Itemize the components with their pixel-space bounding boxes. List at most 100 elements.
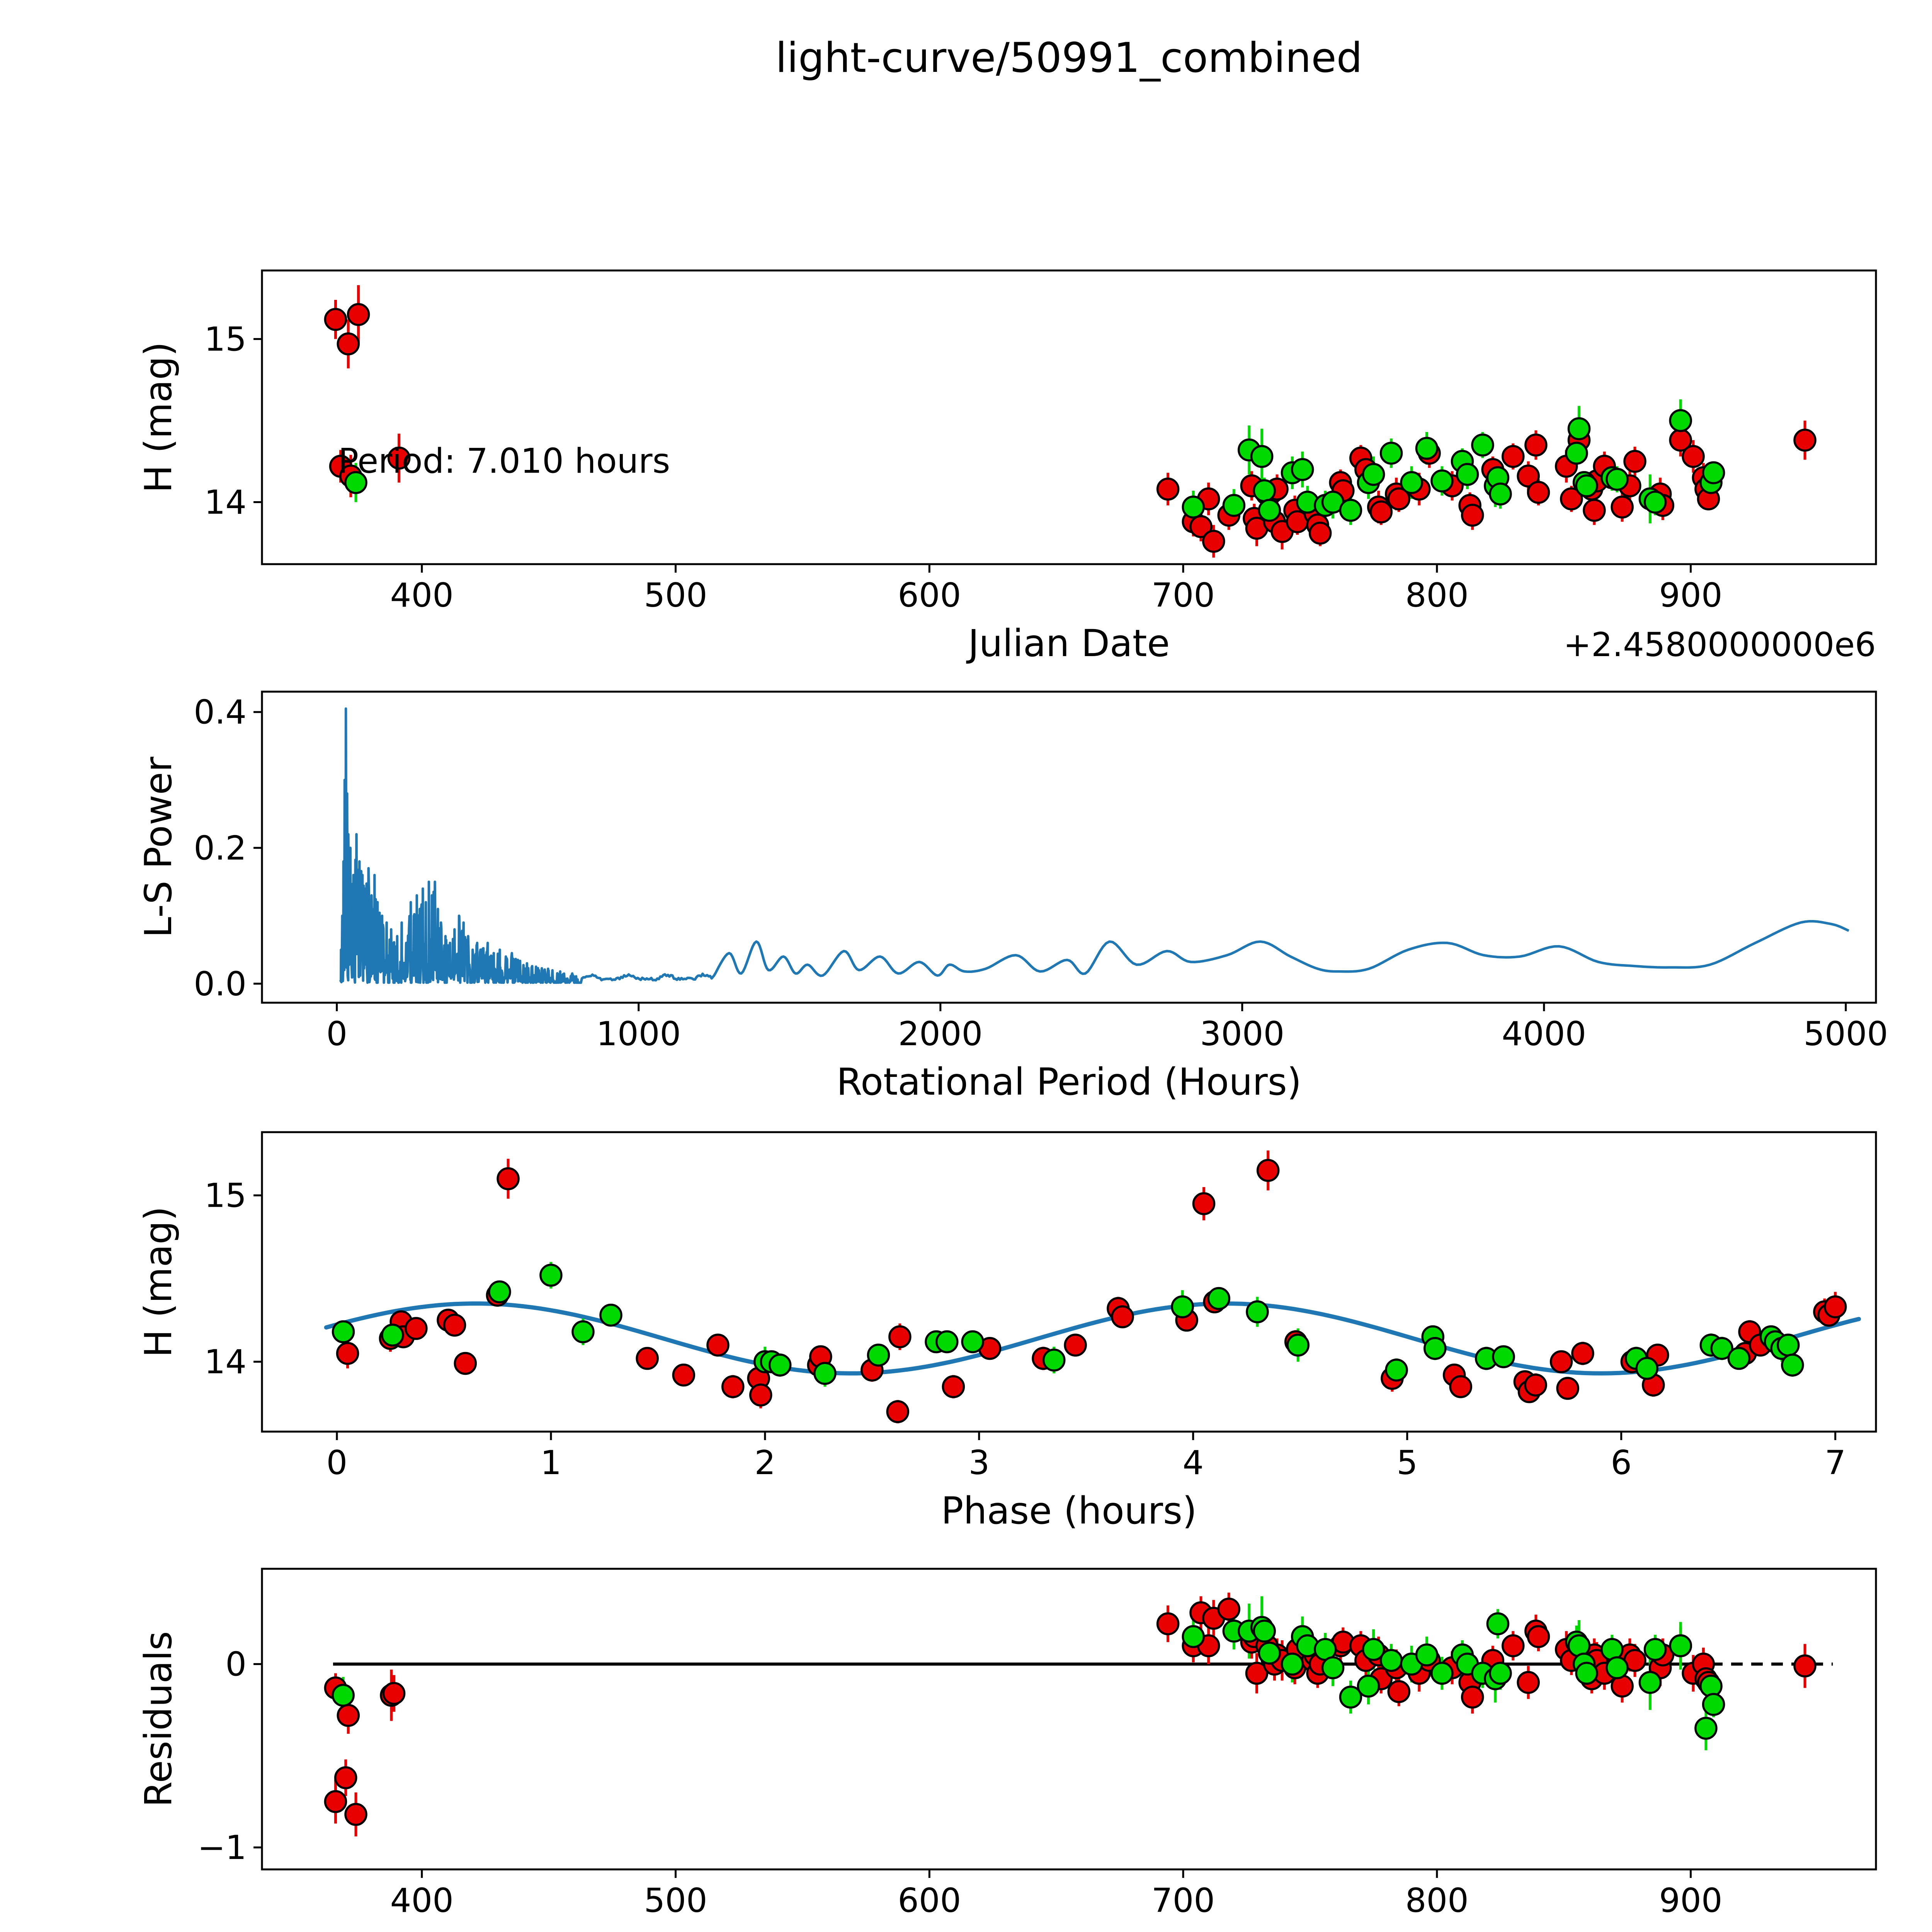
subplot-phased-lightcurve: 0 1 2 3 4 5 6 7 14 15 Phase (hours) H (mag): [137, 1131, 1877, 1532]
data-point: [1385, 1358, 1408, 1382]
data-point: [1064, 1333, 1087, 1357]
x-tick-label: 600: [898, 1881, 961, 1920]
data-point: [324, 308, 347, 331]
data-point: [1222, 494, 1246, 517]
subplot-residuals: 400 500 600 700 800 900 0 −1 Julian Date Residual…: [137, 1568, 1877, 1932]
data-point: [1486, 1612, 1510, 1636]
data-point: [1565, 442, 1588, 465]
data-point: [1524, 1373, 1547, 1397]
data-point: [672, 1363, 696, 1387]
data-point: [1567, 417, 1591, 440]
data-point: [1461, 1685, 1484, 1709]
residuals-red-errorbars: [334, 1592, 1806, 1837]
data-point: [1430, 469, 1454, 493]
data-point: [381, 1323, 404, 1347]
data-point: [1357, 1674, 1380, 1698]
data-point: [1727, 1347, 1751, 1370]
data-point: [1524, 434, 1548, 457]
y-tick-label: 14: [204, 1343, 247, 1381]
x-tick-label: 7: [1825, 1444, 1846, 1482]
x-tick-label: 500: [644, 576, 707, 615]
data-point: [1583, 498, 1606, 522]
data-point: [1253, 479, 1276, 502]
data-point: [334, 1766, 357, 1789]
x-tick-label: 800: [1405, 576, 1469, 615]
data-point: [1669, 409, 1692, 432]
data-point: [539, 1264, 563, 1287]
data-point: [1308, 522, 1332, 545]
data-point: [1207, 1287, 1231, 1310]
data-point: [1362, 1638, 1385, 1661]
x-tick-label: 5: [1396, 1444, 1418, 1482]
subplot-periodogram: 0 1000 2000 3000 4000 5000 0.0 0.2 0.4 Rotational…: [137, 690, 1888, 1104]
x-tick-label: 600: [898, 576, 961, 615]
data-point: [1489, 1662, 1512, 1685]
data-point: [336, 1342, 359, 1365]
data-point: [344, 471, 367, 494]
data-point: [1669, 1634, 1692, 1657]
x-tick-label: 500: [644, 1881, 707, 1920]
data-point: [332, 1684, 355, 1707]
data-point: [1182, 495, 1205, 519]
periodogram-xlabel: Rotational Period (Hours): [837, 1060, 1302, 1104]
data-point: [1492, 1345, 1515, 1368]
data-point: [1379, 1649, 1403, 1672]
data-point: [344, 1803, 367, 1826]
data-point: [454, 1352, 477, 1375]
axes-spines: [261, 690, 1877, 1004]
data-point: [1471, 434, 1494, 457]
data-point: [1253, 1619, 1276, 1643]
period-annotation: Period: 7.010 hours: [338, 441, 670, 481]
y-tick-label: 0.0: [194, 965, 247, 1003]
data-point: [1321, 1656, 1345, 1679]
data-point: [1456, 463, 1479, 486]
data-point: [1823, 1295, 1847, 1318]
data-point: [1291, 458, 1314, 481]
data-point: [888, 1325, 912, 1349]
data-point: [1415, 1643, 1439, 1667]
data-point: [1387, 487, 1411, 510]
data-point: [813, 1362, 837, 1385]
jd-lightcurve-red-points: [324, 303, 1816, 553]
data-point: [599, 1303, 622, 1327]
x-tick-label: 3000: [1200, 1015, 1284, 1053]
x-tick-label: 900: [1659, 576, 1722, 615]
axes-spines: [261, 1131, 1877, 1433]
data-point: [488, 1280, 511, 1304]
data-point: [1575, 474, 1599, 498]
y-tick-label: 14: [204, 483, 247, 522]
data-point: [706, 1333, 730, 1357]
data-point: [324, 1790, 347, 1813]
x-tick-label: 1: [541, 1444, 562, 1482]
figure-title: light-curve/50991_combined: [776, 34, 1362, 82]
data-point: [382, 1682, 406, 1705]
data-point: [497, 1167, 520, 1190]
data-point: [1339, 1685, 1362, 1709]
jd-lightcurve-ylabel: H (mag): [137, 342, 180, 493]
residuals-red-points: [324, 1597, 1816, 1826]
data-point: [1517, 1671, 1540, 1694]
data-point: [1571, 1342, 1594, 1365]
data-point: [1379, 442, 1403, 465]
data-point: [867, 1344, 890, 1367]
data-point: [942, 1375, 965, 1398]
phased-lightcurve-ylabel: H (mag): [137, 1206, 180, 1357]
data-point: [1042, 1349, 1066, 1372]
phased-lightcurve-red-points: [336, 1159, 1847, 1423]
data-point: [1638, 1671, 1662, 1694]
x-tick-label: 4: [1182, 1444, 1204, 1482]
data-point: [1202, 530, 1225, 553]
y-tick-label: 15: [204, 1177, 247, 1215]
data-point: [1549, 1350, 1573, 1373]
data-point: [961, 1330, 984, 1354]
data-point: [749, 1383, 772, 1407]
data-point: [1643, 490, 1667, 514]
data-point: [1777, 1333, 1800, 1357]
y-tick-label: −1: [197, 1828, 247, 1867]
x-tick-label: 900: [1659, 1881, 1722, 1920]
data-point: [1189, 515, 1213, 538]
subplot-jd-lightcurve: Period: 7.010 hours 400 500 600 700 800 900 14 1…: [137, 269, 1877, 665]
data-point: [1793, 429, 1816, 452]
x-tick-label: 700: [1151, 576, 1215, 615]
x-tick-label: 0: [327, 1444, 348, 1482]
